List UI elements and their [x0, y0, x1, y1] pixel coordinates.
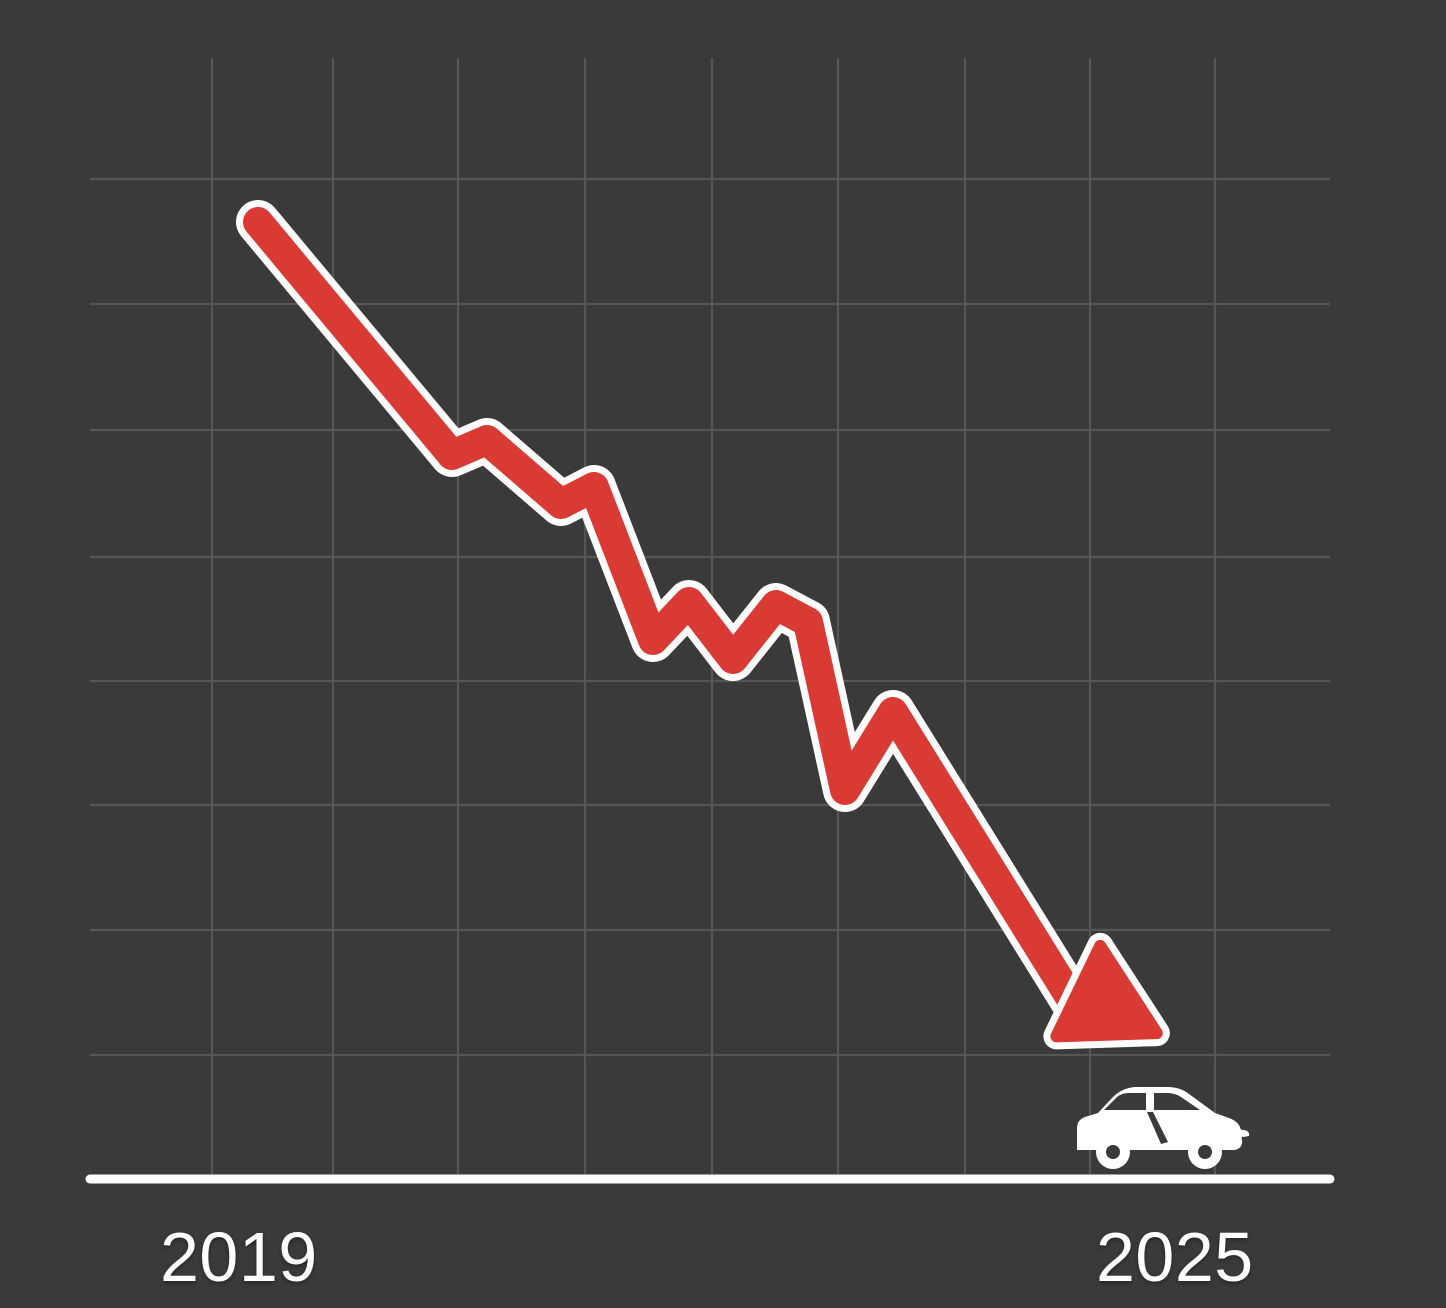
- car-side-icon: [1077, 1087, 1250, 1169]
- x-axis-label-start: 2019: [160, 1218, 318, 1296]
- arrow-head-fill: [1050, 939, 1163, 1043]
- grid-horizontal: [90, 177, 1330, 1057]
- grid-vertical: [210, 58, 1217, 1175]
- trend-line: [243, 207, 1090, 1020]
- arrow-down-right-icon: [1043, 932, 1170, 1050]
- trend-line-group: [236, 200, 1097, 1027]
- x-axis-label-end: 2025: [1096, 1218, 1254, 1296]
